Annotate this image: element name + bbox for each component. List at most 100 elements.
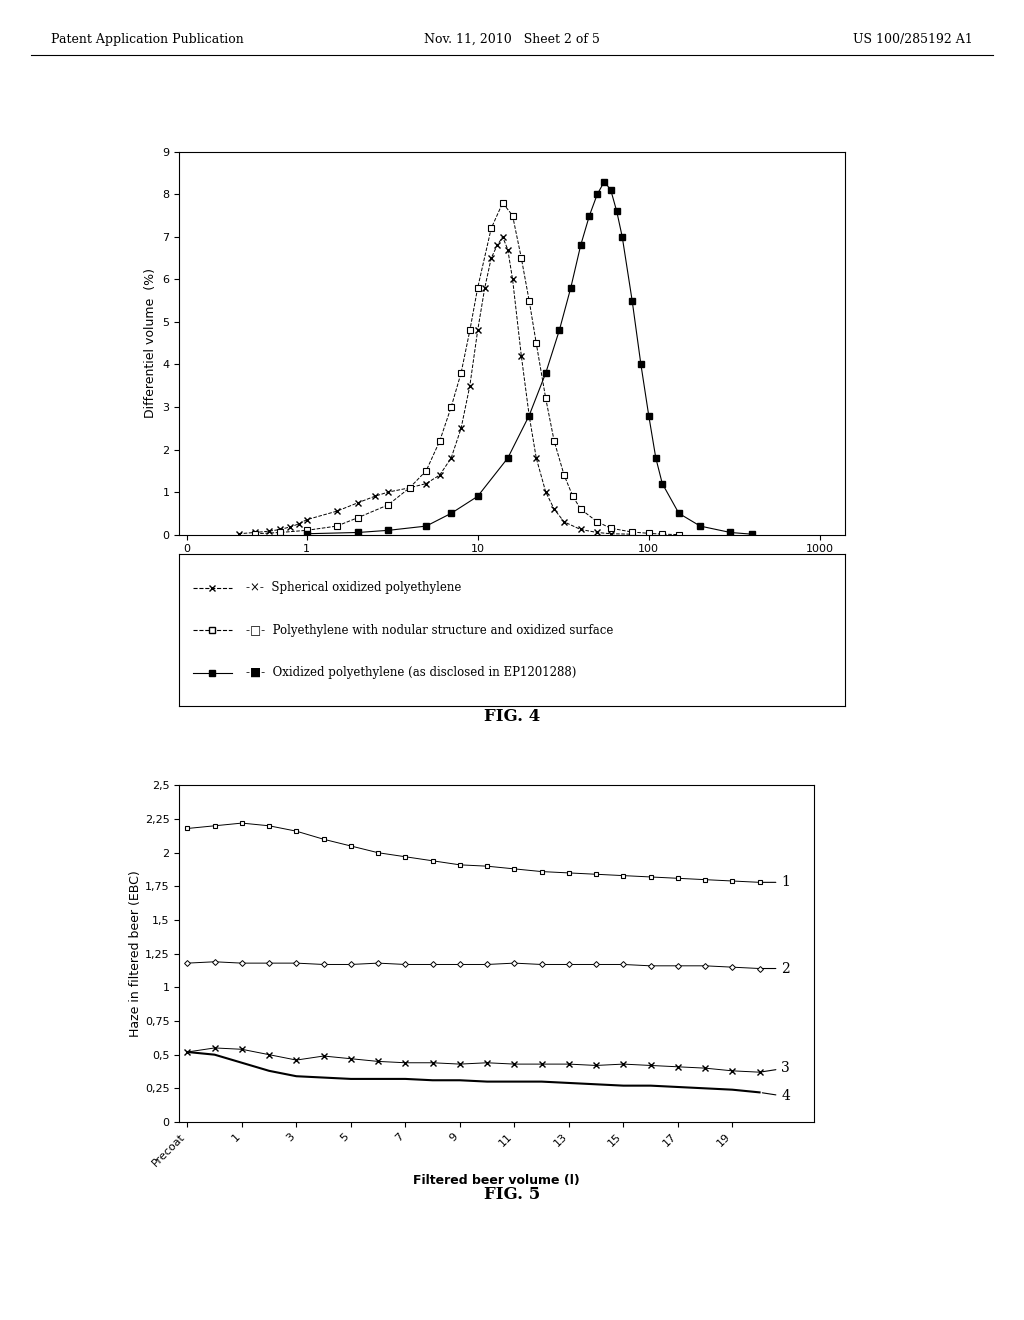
--□--  Polyethylene with nodular structure and oxidized surface — [591, 513, 603, 529]
Text: 1: 1 — [762, 875, 791, 890]
--■--  Oxidized polyethylene (as disclosed in EP1201288) — [694, 519, 707, 535]
--■--  Oxidized polyethylene (as disclosed in EP1201288) — [420, 519, 432, 535]
--■--  Oxidized polyethylene (as disclosed in EP1201288) — [523, 408, 536, 424]
--■--  Oxidized polyethylene (as disclosed in EP1201288) — [300, 525, 312, 541]
--×--  Spherical oxidized polyethylene — [293, 516, 305, 532]
Text: Patent Application Publication: Patent Application Publication — [51, 33, 244, 46]
--■--  Oxidized polyethylene (as disclosed in EP1201288) — [502, 450, 514, 466]
--□--  Polyethylene with nodular structure and oxidized surface — [352, 510, 365, 525]
--×--  Spherical oxidized polyethylene — [604, 525, 616, 541]
--×--  Spherical oxidized polyethylene — [591, 524, 603, 540]
--×--  Spherical oxidized polyethylene — [507, 272, 519, 288]
--■--  Oxidized polyethylene (as disclosed in EP1201288) — [382, 523, 394, 539]
--×--  Spherical oxidized polyethylene — [262, 523, 274, 539]
--□--  Polyethylene with nodular structure and oxidized surface — [530, 335, 543, 351]
--□--  Polyethylene with nodular structure and oxidized surface — [673, 527, 685, 543]
--×--  Spherical oxidized polyethylene — [369, 488, 381, 504]
--■--  Oxidized polyethylene (as disclosed in EP1201288) — [352, 524, 365, 540]
Text: -■-  Oxidized polyethylene (as disclosed in EP1201288): -■- Oxidized polyethylene (as disclosed … — [246, 667, 577, 680]
--■--  Oxidized polyethylene (as disclosed in EP1201288) — [649, 450, 662, 466]
--□--  Polyethylene with nodular structure and oxidized surface — [558, 467, 570, 483]
--×--  Spherical oxidized polyethylene — [274, 521, 287, 537]
--×--  Spherical oxidized polyethylene — [515, 348, 527, 364]
--□--  Polyethylene with nodular structure and oxidized surface — [566, 488, 579, 504]
--□--  Polyethylene with nodular structure and oxidized surface — [403, 480, 416, 496]
--×--  Spherical oxidized polyethylene — [502, 242, 514, 257]
--□--  Polyethylene with nodular structure and oxidized surface — [382, 496, 394, 512]
--■--  Oxidized polyethylene (as disclosed in EP1201288) — [604, 182, 616, 198]
Y-axis label: Differentiel volume  (%): Differentiel volume (%) — [143, 268, 157, 418]
--■--  Oxidized polyethylene (as disclosed in EP1201288) — [445, 506, 458, 521]
--×--  Spherical oxidized polyethylene — [300, 512, 312, 528]
Text: -×-  Spherical oxidized polyethylene: -×- Spherical oxidized polyethylene — [246, 581, 461, 594]
Text: 4: 4 — [762, 1089, 791, 1104]
--□--  Polyethylene with nodular structure and oxidized surface — [574, 502, 587, 517]
--□--  Polyethylene with nodular structure and oxidized surface — [540, 391, 552, 407]
--■--  Oxidized polyethylene (as disclosed in EP1201288) — [610, 203, 623, 219]
--□--  Polyethylene with nodular structure and oxidized surface — [274, 524, 287, 540]
--×--  Spherical oxidized polyethylene — [558, 513, 570, 529]
X-axis label: Particules diameter (μm): Particules diameter (μm) — [424, 560, 600, 573]
--×--  Spherical oxidized polyethylene — [352, 495, 365, 511]
--×--  Spherical oxidized polyethylene — [433, 467, 445, 483]
--□--  Polyethylene with nodular structure and oxidized surface — [656, 527, 669, 543]
--□--  Polyethylene with nodular structure and oxidized surface — [455, 366, 467, 381]
Line: --□--  Polyethylene with nodular structure and oxidized surface: --□-- Polyethylene with nodular structur… — [252, 201, 682, 537]
--×--  Spherical oxidized polyethylene — [232, 525, 245, 541]
Text: 2: 2 — [762, 961, 791, 975]
--×--  Spherical oxidized polyethylene — [464, 378, 476, 393]
--□--  Polyethylene with nodular structure and oxidized surface — [485, 220, 498, 236]
--□--  Polyethylene with nodular structure and oxidized surface — [626, 524, 638, 540]
--■--  Oxidized polyethylene (as disclosed in EP1201288) — [584, 207, 596, 223]
--×--  Spherical oxidized polyethylene — [478, 280, 490, 296]
--×--  Spherical oxidized polyethylene — [403, 480, 416, 496]
--□--  Polyethylene with nodular structure and oxidized surface — [523, 293, 536, 309]
--×--  Spherical oxidized polyethylene — [249, 524, 261, 540]
--×--  Spherical oxidized polyethylene — [540, 484, 552, 500]
--×--  Spherical oxidized polyethylene — [574, 521, 587, 537]
--□--  Polyethylene with nodular structure and oxidized surface — [464, 322, 476, 338]
--■--  Oxidized polyethylene (as disclosed in EP1201288) — [564, 280, 577, 296]
--■--  Oxidized polyethylene (as disclosed in EP1201288) — [673, 506, 685, 521]
Y-axis label: Haze in filtered beer (EBC): Haze in filtered beer (EBC) — [129, 870, 142, 1038]
--□--  Polyethylene with nodular structure and oxidized surface — [497, 195, 509, 211]
--×--  Spherical oxidized polyethylene — [420, 475, 432, 491]
--□--  Polyethylene with nodular structure and oxidized surface — [471, 280, 483, 296]
Text: Nov. 11, 2010   Sheet 2 of 5: Nov. 11, 2010 Sheet 2 of 5 — [424, 33, 600, 46]
--■--  Oxidized polyethylene (as disclosed in EP1201288) — [656, 475, 669, 491]
--□--  Polyethylene with nodular structure and oxidized surface — [643, 525, 655, 541]
--□--  Polyethylene with nodular structure and oxidized surface — [507, 207, 519, 223]
--□--  Polyethylene with nodular structure and oxidized surface — [445, 399, 458, 414]
--■--  Oxidized polyethylene (as disclosed in EP1201288) — [540, 366, 552, 381]
--×--  Spherical oxidized polyethylene — [284, 519, 296, 535]
--■--  Oxidized polyethylene (as disclosed in EP1201288) — [591, 186, 603, 202]
--□--  Polyethylene with nodular structure and oxidized surface — [604, 520, 616, 536]
--×--  Spherical oxidized polyethylene — [523, 408, 536, 424]
--×--  Spherical oxidized polyethylene — [455, 420, 467, 436]
--×--  Spherical oxidized polyethylene — [497, 228, 509, 244]
--×--  Spherical oxidized polyethylene — [485, 251, 498, 267]
--■--  Oxidized polyethylene (as disclosed in EP1201288) — [471, 488, 483, 504]
--□--  Polyethylene with nodular structure and oxidized surface — [548, 433, 560, 449]
--×--  Spherical oxidized polyethylene — [445, 450, 458, 466]
--■--  Oxidized polyethylene (as disclosed in EP1201288) — [553, 322, 565, 338]
Text: US 100/285192 A1: US 100/285192 A1 — [853, 33, 973, 46]
--□--  Polyethylene with nodular structure and oxidized surface — [433, 433, 445, 449]
Text: FIG. 4: FIG. 4 — [484, 708, 540, 725]
Text: -□-  Polyethylene with nodular structure and oxidized surface: -□- Polyethylene with nodular structure … — [246, 624, 613, 636]
Text: 3: 3 — [762, 1061, 791, 1076]
--×--  Spherical oxidized polyethylene — [530, 450, 543, 466]
Line: --■--  Oxidized polyethylene (as disclosed in EP1201288): --■-- Oxidized polyethylene (as disclose… — [304, 178, 755, 537]
--■--  Oxidized polyethylene (as disclosed in EP1201288) — [745, 527, 758, 543]
--■--  Oxidized polyethylene (as disclosed in EP1201288) — [598, 174, 610, 190]
--□--  Polyethylene with nodular structure and oxidized surface — [249, 525, 261, 541]
Text: FIG. 5: FIG. 5 — [484, 1185, 540, 1203]
--■--  Oxidized polyethylene (as disclosed in EP1201288) — [643, 408, 655, 424]
--×--  Spherical oxidized polyethylene — [626, 527, 638, 543]
X-axis label: Filtered beer volume (l): Filtered beer volume (l) — [414, 1173, 580, 1187]
--×--  Spherical oxidized polyethylene — [492, 238, 504, 253]
--■--  Oxidized polyethylene (as disclosed in EP1201288) — [626, 293, 638, 309]
Line: --×--  Spherical oxidized polyethylene: --×-- Spherical oxidized polyethylene — [236, 234, 636, 537]
--■--  Oxidized polyethylene (as disclosed in EP1201288) — [635, 356, 647, 372]
--□--  Polyethylene with nodular structure and oxidized surface — [515, 251, 527, 267]
